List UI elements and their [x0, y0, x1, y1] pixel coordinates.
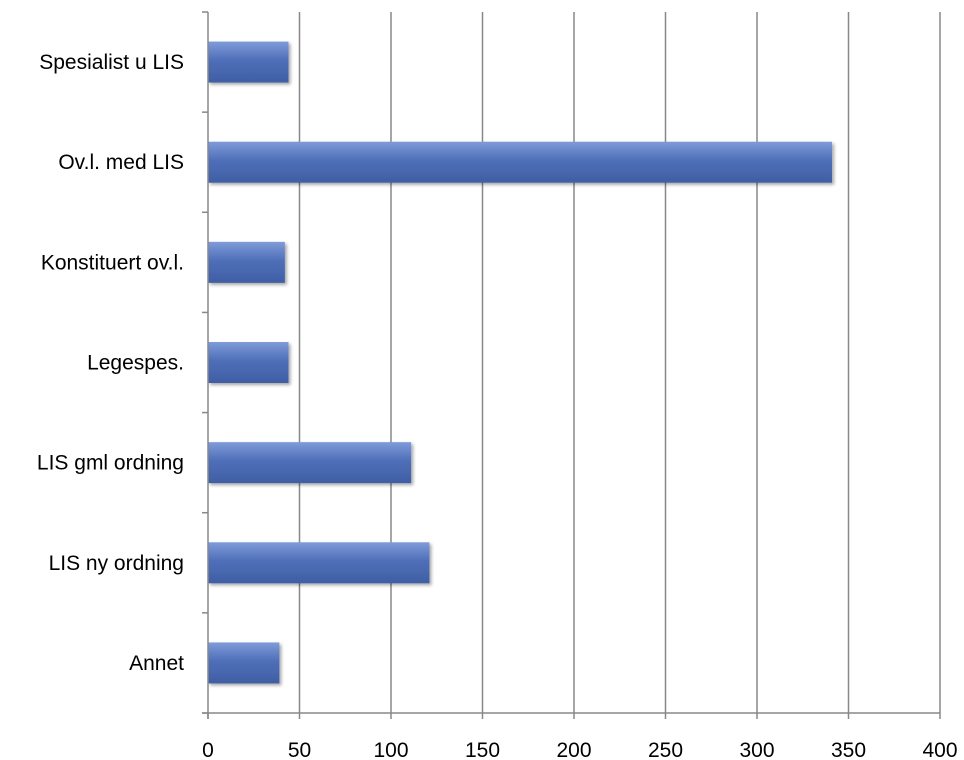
x-tick-label-300: 300	[739, 739, 774, 760]
bars	[208, 41, 833, 684]
category-label-6: Annet	[129, 652, 184, 675]
bar-0	[208, 41, 289, 83]
bar-2	[208, 241, 285, 283]
x-tick-label-0: 0	[202, 739, 214, 760]
x-tick-label-400: 400	[922, 739, 957, 760]
bar-4	[208, 442, 412, 484]
bar-1	[208, 141, 833, 183]
category-label-3: Legespes.	[87, 352, 184, 375]
category-labels: Spesialist u LIS Ov.l. med LIS Konstituert…	[37, 51, 184, 675]
gridlines	[298, 12, 941, 713]
x-tick-label-350: 350	[831, 739, 866, 760]
bar-3	[208, 342, 289, 383]
category-label-2: Konstituert ov.l.	[41, 251, 184, 274]
category-label-4: LIS gml ordning	[37, 452, 184, 475]
bar-6	[208, 642, 280, 684]
x-tick-label-250: 250	[648, 739, 683, 760]
category-label-1: Ov.l. med LIS	[58, 151, 184, 174]
category-label-0: Spesialist u LIS	[39, 51, 184, 74]
bar-5	[208, 542, 430, 584]
x-tick-label-200: 200	[556, 739, 591, 760]
axes	[202, 11, 941, 719]
category-label-5: LIS ny ordning	[49, 552, 184, 575]
x-tick-label-150: 150	[465, 739, 500, 760]
x-tick-label-50: 50	[288, 739, 311, 760]
x-tick-label-100: 100	[373, 739, 408, 760]
x-tick-labels: 0 50 100 150 200 250 300 350 400	[202, 739, 957, 760]
